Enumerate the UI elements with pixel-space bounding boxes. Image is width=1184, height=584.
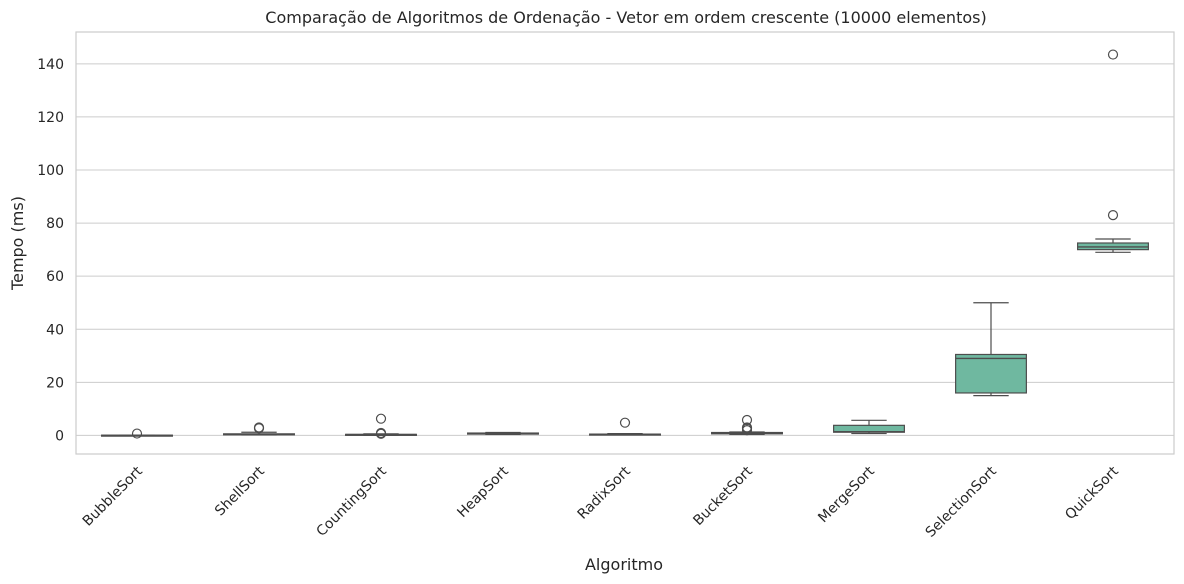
box-SelectionSort <box>955 302 1027 397</box>
x-tick-labels: BubbleSort ShellSort CountingSort HeapSort R… <box>80 463 1122 541</box>
boxes-layer <box>101 49 1149 439</box>
x-tick-label: CountingSort <box>314 463 391 540</box>
iqr-box <box>955 353 1027 394</box>
plot-frame <box>75 31 1175 455</box>
outlier-point <box>253 422 265 433</box>
outlier-point <box>1107 49 1119 60</box>
box-QuickSort <box>1077 49 1149 253</box>
box-BubbleSort <box>101 428 173 439</box>
x-tick-label: ShellSort <box>212 463 268 519</box>
x-tick-label: QuickSort <box>1062 463 1122 523</box>
y-axis-label: Tempo (ms) <box>8 196 27 291</box>
gridlines <box>76 63 1174 436</box>
x-axis-label: Algoritmo <box>585 555 663 574</box>
box-HeapSort <box>467 431 539 435</box>
outlier-point <box>741 414 753 426</box>
outlier-point <box>375 413 387 424</box>
x-tick-label: HeapSort <box>454 463 512 521</box>
y-tick-label: 120 <box>37 110 64 126</box>
chart-title: Comparação de Algoritmos de Ordenação - … <box>265 8 986 27</box>
x-tick-label: BucketSort <box>690 463 756 529</box>
outlier-point <box>131 428 143 439</box>
y-tick-label: 40 <box>46 322 64 338</box>
outlier-point <box>619 417 631 428</box>
outlier-point <box>375 427 387 439</box>
x-tick-label: MergeSort <box>815 463 878 526</box>
box-ShellSort <box>223 422 295 436</box>
box-CountingSort <box>345 413 417 439</box>
outlier-point <box>1107 210 1119 221</box>
y-tick-label: 100 <box>37 163 64 179</box>
y-tick-labels: 0 20 40 60 80 100 120 140 <box>37 57 64 445</box>
x-tick-label: RadixSort <box>575 463 635 523</box>
y-tick-label: 140 <box>37 57 64 73</box>
y-tick-label: 80 <box>46 216 64 232</box>
x-tick-label: SelectionSort <box>923 463 1001 541</box>
y-tick-label: 60 <box>46 269 64 285</box>
box-MergeSort <box>833 419 905 435</box>
x-tick-label: BubbleSort <box>80 463 146 529</box>
y-tick-label: 0 <box>55 428 64 444</box>
box-RadixSort <box>589 417 661 436</box>
outlier-point <box>741 422 753 433</box>
box-BucketSort <box>711 414 783 436</box>
y-tick-label: 20 <box>46 375 64 391</box>
